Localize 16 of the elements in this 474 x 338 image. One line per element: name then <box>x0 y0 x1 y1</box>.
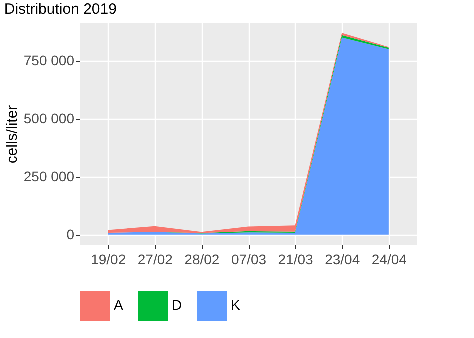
x-tick-label: 24/04 <box>372 252 408 268</box>
chart-title: Distribution 2019 <box>4 1 117 18</box>
x-tick-label: 28/02 <box>184 252 220 268</box>
x-tick-label: 19/02 <box>91 252 126 268</box>
legend-label: K <box>231 297 241 313</box>
y-tick-label: 250 000 <box>24 168 75 184</box>
x-tick-label: 21/03 <box>278 252 314 268</box>
x-tick-label: 07/03 <box>231 252 267 268</box>
y-tick-label: 0 <box>66 226 75 242</box>
legend-label: D <box>172 297 182 313</box>
x-tick-label: 23/04 <box>325 252 360 268</box>
y-tick-label: 750 000 <box>24 52 75 68</box>
legend-label: A <box>114 297 124 313</box>
x-tick-label: 27/02 <box>138 252 174 268</box>
y-tick-label: 500 000 <box>24 110 75 126</box>
y-axis-title: cells/liter <box>4 105 21 164</box>
